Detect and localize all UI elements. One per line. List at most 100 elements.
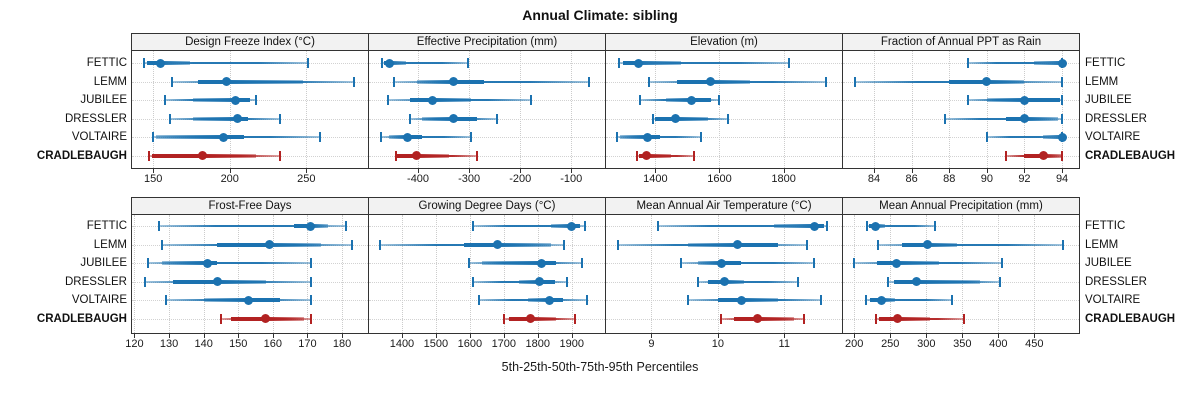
median-dot-voltaire [736, 295, 746, 305]
axis-tick [651, 334, 653, 338]
whisker-cap-low [696, 276, 699, 287]
percentile-bar-jubilee [877, 261, 940, 265]
v-gridline [229, 51, 231, 168]
whisker-cap-high [279, 150, 282, 161]
whisker-cap-low [866, 221, 869, 231]
median-dot-fettic [871, 221, 881, 231]
axis-tick-label: 350 [953, 338, 972, 350]
whisker-cap-low [478, 295, 481, 305]
panel-plot-elevation-m [605, 50, 843, 169]
median-dot-voltaire [1057, 132, 1067, 142]
v-gridline [238, 215, 240, 333]
median-dot-lemm [923, 240, 933, 249]
whisker-cap-low [865, 295, 868, 305]
median-dot-dressler [1019, 114, 1029, 123]
percentile-bar-jubilee [410, 98, 471, 102]
whisker-cap-low [169, 113, 172, 124]
axis-tick [272, 334, 274, 338]
whisker-cap-high [963, 313, 966, 324]
percentile-bar-cradlebaugh [734, 316, 795, 321]
v-gridline [537, 215, 539, 333]
median-dot-cradlebaugh [1038, 151, 1048, 160]
percentile-bar-dressler [193, 116, 249, 121]
axis-tick [307, 334, 309, 338]
axis-tick-label: 1800 [525, 338, 550, 350]
axis-tick [1024, 169, 1026, 173]
whisker-cap-high [352, 76, 355, 87]
site-label-right-voltaire: VOLTAIRE [1085, 294, 1141, 306]
percentile-bar-voltaire [717, 298, 778, 302]
whisker-cap-low [164, 95, 167, 105]
percentile-bar-fettic [383, 61, 406, 65]
whisker-cap-high [279, 113, 282, 124]
median-dot-lemm [264, 240, 274, 249]
v-gridline [784, 215, 786, 333]
whisker-cap-low [985, 132, 988, 142]
v-gridline [469, 51, 471, 168]
whisker-cap-low [143, 58, 145, 68]
site-label-right-jubilee: JUBILEE [1085, 257, 1132, 269]
site-label-right-cradlebaugh: CRADLEBAUGH [1085, 149, 1176, 162]
whisker-cap-low [379, 132, 382, 142]
whisker-cap-low [853, 258, 856, 268]
whisker-line-fettic [382, 62, 468, 64]
v-gridline [306, 51, 308, 168]
axis-tick-label: -300 [458, 173, 481, 185]
axis-tick [949, 169, 951, 173]
h-gridline [369, 155, 605, 157]
axis-tick [435, 334, 437, 338]
whisker-cap-high [495, 113, 498, 124]
whisker-cap-high [309, 258, 312, 268]
axis-tick [571, 169, 573, 173]
median-dot-fettic [306, 221, 316, 231]
percentile-bar-voltaire [203, 298, 280, 302]
site-label-left-lemm: LEMM [93, 75, 127, 88]
v-gridline [272, 215, 274, 333]
v-gridline [911, 51, 913, 168]
whisker-cap-high [1000, 258, 1003, 268]
percentile-bar-fettic [623, 61, 682, 65]
whisker-cap-high [1062, 239, 1065, 250]
v-gridline [153, 51, 155, 168]
median-dot-dressler [671, 114, 681, 123]
axis-tick [911, 169, 913, 173]
v-gridline [1034, 215, 1036, 333]
v-gridline [307, 215, 309, 333]
whisker-cap-high [796, 276, 799, 287]
v-gridline [890, 215, 892, 333]
axis-tick-label: 94 [1055, 173, 1069, 185]
axis-tick [520, 169, 522, 173]
whisker-cap-low [967, 95, 970, 105]
axis-tick-label: 1400 [643, 173, 668, 185]
whisker-cap-high [319, 132, 322, 142]
whisker-cap-low [386, 95, 389, 105]
whisker-cap-low [394, 150, 397, 161]
axis-tick [890, 334, 892, 338]
x-axis-caption: 5th-25th-50th-75th-95th Percentiles [501, 360, 699, 374]
median-dot-dressler [212, 277, 222, 286]
axis-tick [469, 169, 471, 173]
whisker-cap-low [378, 239, 381, 250]
whisker-cap-high [951, 295, 954, 305]
median-dot-lemm [449, 77, 459, 86]
whisker-cap-high [718, 95, 721, 105]
median-dot-cradlebaugh [261, 314, 271, 323]
site-label-left-lemm: LEMM [93, 238, 127, 251]
percentile-bar-jubilee [162, 261, 218, 265]
axis-tick-label: 150 [229, 338, 248, 350]
whisker-cap-high [309, 295, 312, 305]
whisker-cap-low [147, 258, 150, 268]
axis-tick [203, 334, 205, 338]
whisker-cap-high [309, 313, 312, 324]
axis-tick [306, 169, 308, 173]
site-label-left-dressler: DRESSLER [65, 275, 127, 288]
axis-tick-label: 92 [1018, 173, 1031, 185]
axis-tick [134, 334, 136, 338]
whisker-cap-high [933, 221, 936, 231]
percentile-bar-cradlebaugh [879, 316, 930, 321]
median-dot-fettic [633, 58, 643, 68]
whisker-cap-low [657, 221, 660, 231]
whisker-cap-low [616, 132, 619, 142]
v-gridline [926, 215, 928, 333]
